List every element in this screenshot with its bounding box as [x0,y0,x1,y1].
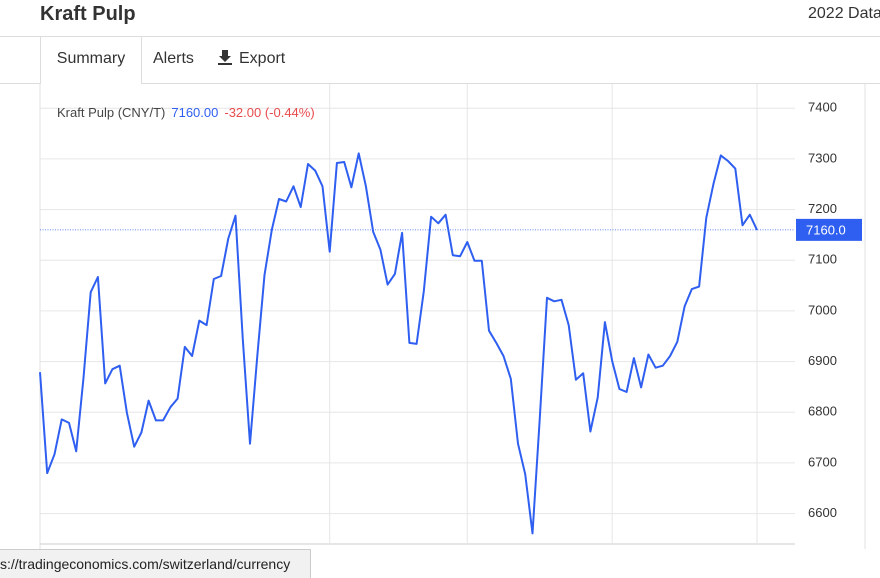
y-tick-label: 7200 [808,201,837,216]
status-bar: s://tradingeconomics.com/switzerland/cur… [0,549,311,578]
header-right: 2022 Data [808,5,880,22]
y-tick-label: 7400 [808,100,837,115]
y-tick-label: 6900 [808,353,837,368]
legend-part: 7160.00 [171,105,218,120]
legend-part: Kraft Pulp (CNY/T) [57,105,165,120]
current-box [796,218,862,241]
y-tick-label: 6700 [808,454,837,469]
legend-part: -32.00 (-0.44%) [224,105,314,120]
y-tick-label: 6600 [808,505,837,520]
tab[interactable]: Summary [40,37,142,84]
header: Kraft Pulp 2022 Data [0,0,880,37]
y-tick-label: 7000 [808,302,837,317]
tab-label: Export [239,50,286,67]
tab[interactable]: Alerts [153,50,194,67]
chart: 660067006800690070007100720073007400MayJ… [39,84,866,549]
download-icon [218,50,232,65]
legend: Kraft Pulp (CNY/T) 7160.00 -32.00 (-0.44%) [57,105,315,120]
title: Kraft Pulp [40,3,136,25]
tabs: Summary Alerts Export [0,37,880,84]
y-tick-label: 7300 [808,150,837,165]
data-line [39,152,758,535]
tab[interactable]: Export [217,37,285,83]
y-tick-label: 6800 [808,404,837,419]
y-tick-label: 7100 [808,252,837,267]
current-label: 7160.0 [806,222,846,237]
